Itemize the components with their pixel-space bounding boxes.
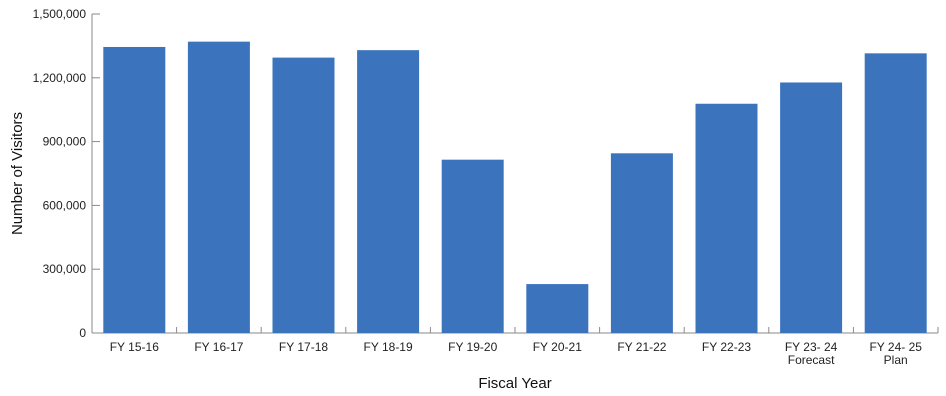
x-tick-label: FY 20-21 [533,340,582,354]
x-tick-label: FY 16-17 [194,340,243,354]
y-tick-label: 300,000 [43,262,87,276]
bar [695,103,758,333]
y-axis-title: Number of Visitors [9,112,26,235]
x-tick-label: Plan [884,353,908,367]
bar [103,46,166,334]
x-tick-label: FY 24- 25 [869,340,922,354]
y-tick-label: 900,000 [43,135,87,149]
bar [187,41,250,333]
x-tick-label: FY 19-20 [448,340,497,354]
x-tick-label: FY 21-22 [617,340,666,354]
x-tick-label: FY 22-23 [702,340,751,354]
x-tick-label: Forecast [788,353,835,367]
x-tick-label: FY 15-16 [110,340,159,354]
bar [272,57,335,333]
bar [441,159,504,333]
bar [610,153,673,333]
y-tick-label: 600,000 [43,198,87,212]
x-axis-title: Fiscal Year [478,375,551,392]
x-tick-label: FY 23- 24 [785,340,838,354]
bars [103,41,927,334]
bar [780,82,843,333]
x-axis: FY 15-16 FY 16-17 FY 17-18 FY 18-19 FY 19-20… [91,327,939,367]
x-tick-label: FY 17-18 [279,340,328,354]
bar [864,53,927,334]
bar [357,50,420,334]
y-tick-label: 1,500,000 [33,7,87,21]
bar [526,284,589,333]
y-axis: 0 300,000 600,000 900,000 1,200,000 1,500,000 [33,7,100,340]
x-tick-label: FY 18-19 [364,340,413,354]
y-tick-label: 0 [79,326,86,340]
y-tick-label: 1,200,000 [33,71,87,85]
